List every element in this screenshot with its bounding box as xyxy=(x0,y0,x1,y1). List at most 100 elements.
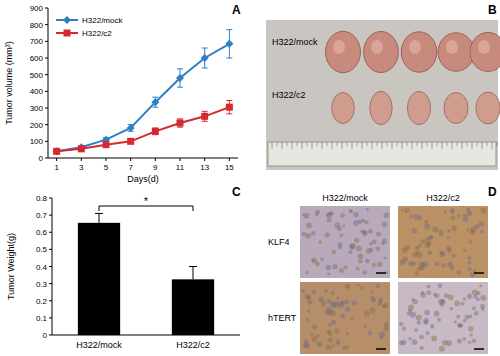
data-point xyxy=(151,98,159,106)
y-tick-label: 200 xyxy=(30,121,44,130)
cell-nucleus xyxy=(414,328,418,332)
y-tick-label: 0.8 xyxy=(36,194,48,203)
data-point xyxy=(53,147,61,155)
cell-nucleus xyxy=(446,340,452,346)
cell-nucleus xyxy=(431,336,437,342)
panel-label: B xyxy=(488,3,497,17)
cell-nucleus xyxy=(473,269,476,272)
tumor xyxy=(401,32,437,72)
cell-nucleus xyxy=(350,317,353,320)
cell-nucleus xyxy=(367,331,372,336)
cell-nucleus xyxy=(327,310,332,315)
series-line xyxy=(57,107,230,151)
cell-nucleus xyxy=(303,342,309,348)
ruler-tick xyxy=(452,142,453,149)
x-tick-label: H322/c2 xyxy=(176,340,210,350)
ruler-tick xyxy=(332,142,333,149)
y-tick-label: 500 xyxy=(30,71,44,80)
tumor xyxy=(470,33,500,72)
y-tick-label: 0 xyxy=(43,331,48,340)
cell-nucleus xyxy=(311,258,317,264)
x-tick-label: 11 xyxy=(176,163,185,172)
ruler-tick xyxy=(417,142,418,146)
cell-nucleus xyxy=(345,306,350,311)
tumor xyxy=(332,93,354,124)
legend-marker xyxy=(64,30,71,37)
cell-nucleus xyxy=(450,265,455,270)
ruler-tick xyxy=(447,142,448,146)
cell-nucleus xyxy=(372,240,377,245)
ruler-tick xyxy=(437,142,438,146)
x-tick-label: 5 xyxy=(104,163,109,172)
ruler-tick xyxy=(322,142,323,149)
data-point xyxy=(226,104,233,111)
cell-nucleus xyxy=(408,337,411,340)
y-tick-label: 0.5 xyxy=(36,245,48,254)
tumor xyxy=(364,31,399,72)
data-point xyxy=(152,128,159,135)
cell-nucleus xyxy=(332,264,337,269)
ruler xyxy=(268,142,496,166)
y-tick xyxy=(45,24,48,25)
cell-nucleus xyxy=(437,318,441,322)
cell-nucleus xyxy=(400,260,405,265)
scale-bar xyxy=(474,272,484,274)
cell-nucleus xyxy=(327,299,331,303)
ruler-tick xyxy=(497,142,498,146)
cell-nucleus xyxy=(441,263,446,268)
cell-nucleus xyxy=(457,339,462,344)
cell-nucleus xyxy=(426,290,431,295)
ruler-tick xyxy=(492,142,493,149)
cell-nucleus xyxy=(383,256,386,259)
cell-nucleus xyxy=(345,284,350,289)
row-label: H322/mock xyxy=(272,37,318,47)
error-bar xyxy=(177,69,183,87)
cell-nucleus xyxy=(410,214,414,218)
y-tick xyxy=(49,266,52,267)
cell-nucleus xyxy=(327,212,333,218)
data-point xyxy=(127,138,134,145)
cell-nucleus xyxy=(357,253,363,259)
legend: H322/mockH322/c2 xyxy=(56,16,123,38)
cell-nucleus xyxy=(331,320,336,325)
data-point xyxy=(201,113,208,120)
row-label: KLF4 xyxy=(268,237,290,247)
y-tick xyxy=(49,215,52,216)
ruler-tick xyxy=(477,142,478,146)
cell-nucleus xyxy=(477,291,481,295)
data-point xyxy=(177,120,184,127)
cell-nucleus xyxy=(439,251,445,257)
cell-nucleus xyxy=(375,246,380,251)
x-tick-label: 1 xyxy=(54,163,59,172)
y-tick-label: 400 xyxy=(30,87,44,96)
cell-nucleus xyxy=(412,299,417,304)
x-tick xyxy=(155,158,156,161)
error-bar xyxy=(226,101,232,114)
cell-nucleus xyxy=(325,232,330,237)
legend-label: H322/mock xyxy=(82,16,123,25)
x-tick xyxy=(130,158,131,161)
cell-nucleus xyxy=(301,289,305,293)
x-axis xyxy=(48,158,238,159)
cell-nucleus xyxy=(366,208,369,211)
ruler-tick xyxy=(302,142,303,149)
cell-nucleus xyxy=(328,337,333,342)
y-tick xyxy=(45,8,48,9)
y-tick-label: 0.1 xyxy=(36,314,48,323)
x-tick xyxy=(180,158,181,161)
tumor xyxy=(438,33,474,71)
panel-label: A xyxy=(232,3,241,17)
scale-bar xyxy=(376,348,386,350)
tumor-highlight xyxy=(333,40,345,54)
cell-nucleus xyxy=(399,341,404,346)
cell-nucleus xyxy=(456,270,461,275)
ruler-tick xyxy=(412,142,413,149)
cell-nucleus xyxy=(379,331,385,337)
ruler-tick xyxy=(402,142,403,149)
cell-nucleus xyxy=(340,233,344,237)
cell-nucleus xyxy=(307,309,311,313)
cell-nucleus xyxy=(435,261,440,266)
error-bar xyxy=(177,119,183,127)
tumor-highlight xyxy=(371,40,383,54)
cell-nucleus xyxy=(326,265,331,270)
